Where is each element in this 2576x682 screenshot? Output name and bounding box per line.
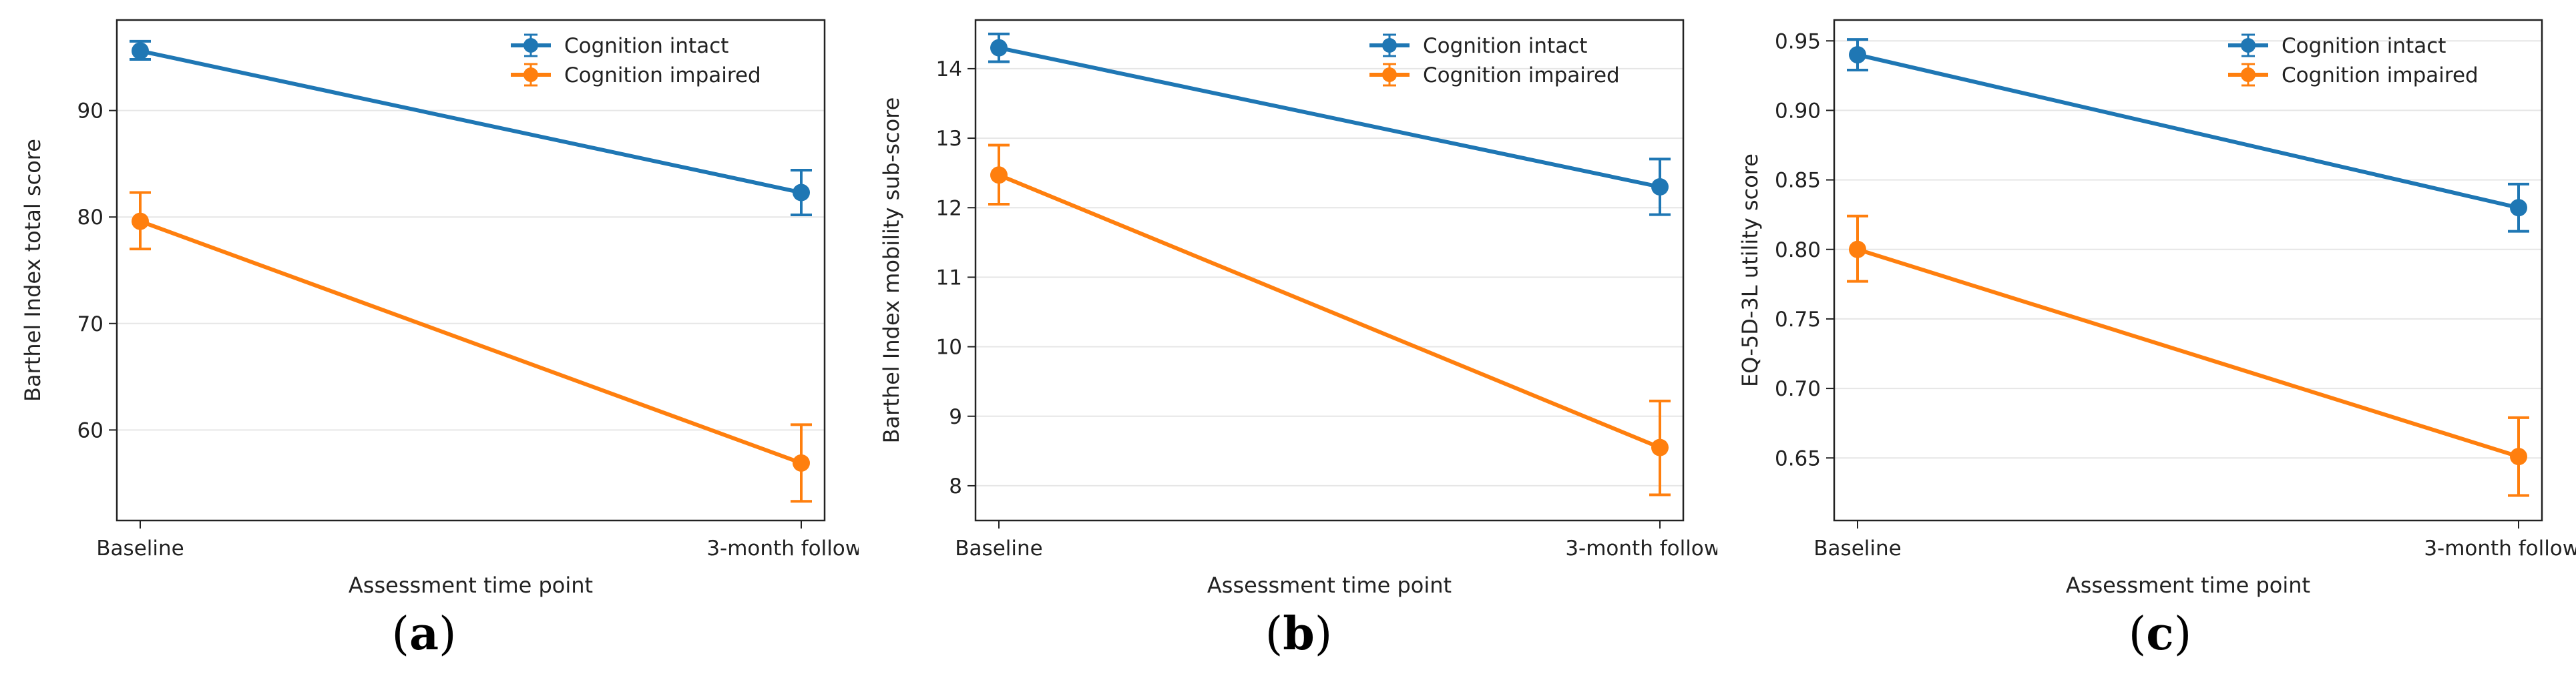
x-tick-label: Baseline <box>96 537 184 561</box>
legend-marker <box>1382 38 1397 53</box>
y-tick-label: 60 <box>77 418 103 442</box>
y-tick-label: 0.80 <box>1775 238 1821 262</box>
y-axis-label: Barthel Index total score <box>20 139 45 402</box>
y-tick-label: 13 <box>936 127 962 151</box>
caption-b-letter: b <box>1283 607 1315 661</box>
y-tick-label: 12 <box>936 196 962 220</box>
data-point <box>793 454 810 472</box>
series-line <box>998 173 1661 450</box>
x-tick-label: 3-month follow-up <box>1565 537 1717 561</box>
plot-frame <box>1833 19 2543 522</box>
y-axis-label: EQ-5D-3L utility score <box>1737 153 1763 387</box>
data-point <box>793 184 810 202</box>
series-line <box>140 49 802 195</box>
caption-a-letter: a <box>409 607 439 661</box>
legend-marker <box>523 67 538 82</box>
y-tick-label: 8 <box>949 474 962 498</box>
data-point <box>1651 178 1669 196</box>
x-axis-label: Assessment time point <box>349 573 593 598</box>
caption-b: (b) <box>1265 607 1333 661</box>
data-point <box>2510 199 2527 217</box>
y-tick-label: 0.65 <box>1775 446 1821 470</box>
legend-marker <box>523 38 538 53</box>
y-tick-label: 0.95 <box>1775 29 1821 53</box>
caption-c: (c) <box>2128 607 2192 661</box>
series-line <box>1857 247 2519 459</box>
y-tick-label: 14 <box>936 57 962 81</box>
legend-marker <box>1382 67 1397 82</box>
plot-frame <box>116 19 826 522</box>
y-tick-label: 11 <box>936 266 962 290</box>
chart-c: 0.65 0.70 0.75 0.80 0.85 0.90 0.95 Baseline 3-mo… <box>1737 19 2576 598</box>
series-line <box>1857 53 2519 210</box>
legend-label: Cognition intact <box>1423 34 1587 58</box>
legend-label: Cognition intact <box>2282 34 2446 58</box>
x-axis-label: Assessment time point <box>2066 573 2310 598</box>
legend-label: Cognition impaired <box>564 63 761 87</box>
data-point <box>2510 448 2527 466</box>
x-tick-label: Baseline <box>1813 537 1901 561</box>
y-tick-label: 9 <box>949 405 962 429</box>
data-point <box>132 212 149 230</box>
x-tick-label: Baseline <box>955 537 1042 561</box>
chart-b: 8 9 10 11 12 13 14 Baseline 3-month follow-up Ass… <box>879 19 1717 598</box>
data-point <box>1651 438 1669 456</box>
data-point <box>990 39 1008 57</box>
data-point <box>132 42 149 60</box>
y-tick-label: 80 <box>77 206 103 230</box>
caption-c-letter: c <box>2146 607 2174 661</box>
plot-frame <box>974 19 1685 522</box>
data-point <box>1849 240 1866 258</box>
legend-marker <box>2241 67 2256 82</box>
y-tick-label: 10 <box>936 336 962 360</box>
legend-label: Cognition intact <box>564 34 728 58</box>
legend-marker <box>2241 38 2256 53</box>
y-tick-label: 0.90 <box>1775 99 1821 123</box>
data-point <box>1849 46 1866 64</box>
legend-label: Cognition impaired <box>1423 63 1620 87</box>
y-axis-label: Barthel Index mobility sub-score <box>879 97 904 444</box>
series-line <box>139 219 803 465</box>
y-tick-label: 0.85 <box>1775 169 1821 193</box>
y-tick-label: 90 <box>77 99 103 123</box>
series-line <box>998 45 1661 189</box>
legend-label: Cognition impaired <box>2282 63 2479 87</box>
x-tick-label: 3-month follow-up <box>706 537 859 561</box>
caption-a: (a) <box>391 607 457 661</box>
chart-panel-c: 0.65 0.70 0.75 0.80 0.85 0.90 0.95 Baseline 3-mo… <box>1717 0 2576 601</box>
chart-panel-a: 60 70 80 90 Baseline 3-month follow-up Assessm… <box>0 0 859 601</box>
chart-a: 60 70 80 90 Baseline 3-month follow-up Assessm… <box>20 19 859 598</box>
y-tick-label: 70 <box>77 312 103 336</box>
x-tick-label: 3-month follow-up <box>2424 537 2576 561</box>
y-tick-label: 0.75 <box>1775 308 1821 332</box>
x-axis-label: Assessment time point <box>1207 573 1452 598</box>
chart-panel-b: 8 9 10 11 12 13 14 Baseline 3-month follow-up Ass… <box>859 0 1717 601</box>
y-tick-label: 0.70 <box>1775 377 1821 401</box>
data-point <box>990 166 1008 184</box>
